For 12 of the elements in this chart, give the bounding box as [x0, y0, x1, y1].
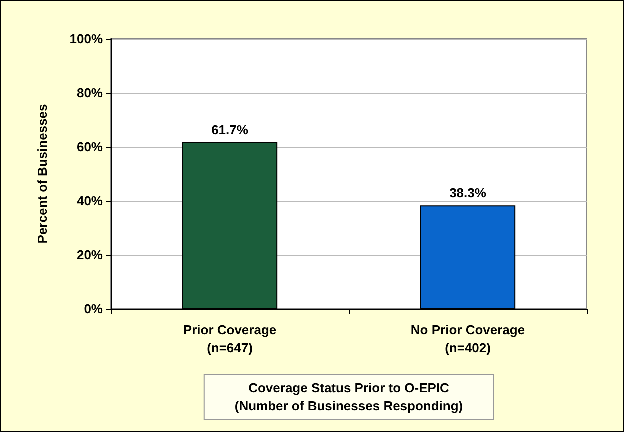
data-label: 61.7%: [212, 122, 249, 138]
y-tick-label: 20%: [76, 248, 104, 262]
x-axis-title: Coverage Status Prior to O-EPIC (Number of Businesses Responding): [234, 380, 464, 414]
data-label: 38.3%: [450, 186, 487, 201]
y-axis-title: Percent of Businesses: [35, 104, 50, 244]
x-tick-label: No Prior Coverage (n=402): [410, 322, 526, 356]
y-tick-label: 0%: [84, 302, 104, 316]
y-tick-label: 60%: [76, 140, 104, 154]
y-tick-label: 80%: [76, 86, 104, 100]
x-tick-label: Prior Coverage (n=647): [183, 322, 277, 356]
y-tick-label: 40%: [76, 194, 104, 208]
y-tick-label: 100%: [70, 32, 104, 46]
